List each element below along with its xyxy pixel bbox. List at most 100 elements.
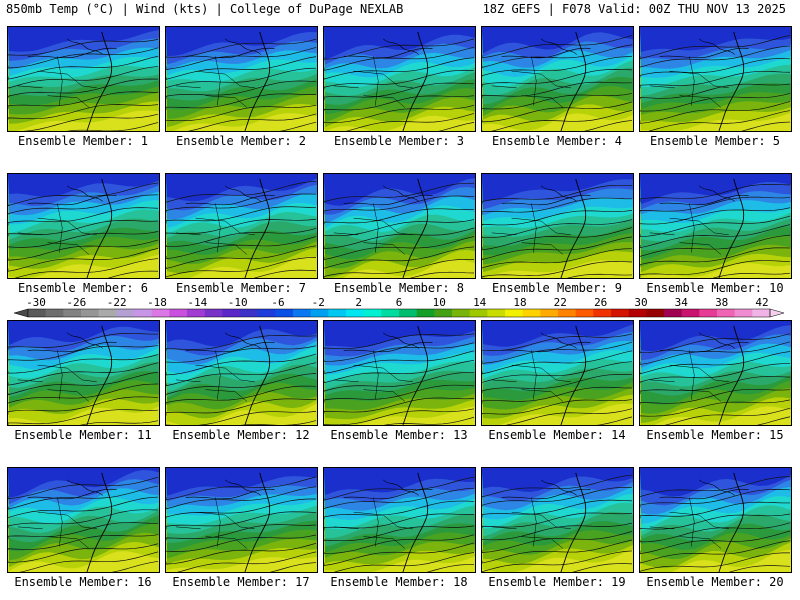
colorbar-segment: [310, 309, 329, 317]
colorbar-segment: [699, 309, 718, 317]
ensemble-map-panel: [481, 467, 634, 573]
colorbar-segment: [328, 309, 347, 317]
colorbar-right-arrow: [769, 308, 785, 318]
ensemble-map-panel: [7, 173, 160, 279]
colorbar-segment: [134, 309, 152, 317]
ensemble-map-panel: [639, 320, 792, 426]
colorbar-segment: [275, 309, 294, 317]
colorbar-tick-label: 30: [634, 296, 647, 309]
ensemble-map-panel: [323, 467, 476, 573]
ensemble-map-panel: [481, 320, 634, 426]
ensemble-member-label: Ensemble Member: 2: [175, 134, 307, 148]
ensemble-map-panel: [323, 173, 476, 279]
ensemble-map-panel: [639, 173, 792, 279]
colorbar-tick-label: 10: [433, 296, 446, 309]
colorbar-segment: [204, 309, 223, 317]
valid-time: 18Z GEFS | F078 Valid: 00Z THU NOV 13 20…: [482, 2, 786, 16]
ensemble-member-label: Ensemble Member: 8: [333, 281, 465, 295]
colorbar-tick-label: 6: [396, 296, 403, 309]
ensemble-map-panel: [7, 467, 160, 573]
colorbar-tick-label: 38: [715, 296, 728, 309]
colorbar-segment: [452, 309, 470, 317]
map-title: 850mb Temp (°C) | Wind (kts) | College o…: [6, 2, 404, 16]
ensemble-map-panel: [481, 173, 634, 279]
ensemble-member-label: Ensemble Member: 10: [646, 281, 784, 295]
colorbar-segment: [664, 309, 682, 317]
colorbar-tick-label: 22: [554, 296, 567, 309]
colorbar-segment: [734, 309, 753, 317]
ensemble-map-panel: [7, 26, 160, 132]
ensemble-member-label: Ensemble Member: 14: [488, 428, 626, 442]
ensemble-member-label: Ensemble Member: 20: [646, 575, 784, 589]
ensemble-map-panel: [639, 467, 792, 573]
colorbar-tick-label: -6: [271, 296, 284, 309]
ensemble-map-panel: [165, 173, 318, 279]
ensemble-member-label: Ensemble Member: 17: [172, 575, 310, 589]
colorbar-segment: [98, 309, 117, 317]
colorbar-tick-label: 34: [675, 296, 689, 309]
ensemble-member-label: Ensemble Member: 3: [333, 134, 465, 148]
colorbar-tick-label: 18: [513, 296, 526, 309]
colorbar-segment: [63, 309, 82, 317]
ensemble-member-label: Ensemble Member: 7: [175, 281, 307, 295]
colorbar-segment: [187, 309, 205, 317]
colorbar-tick-label: 26: [594, 296, 607, 309]
colorbar-segment: [381, 309, 400, 317]
ensemble-map-panel: [165, 320, 318, 426]
ensemble-map-panel: [323, 320, 476, 426]
colorbar-tick-label: -22: [107, 296, 127, 309]
colorbar-segment: [257, 309, 276, 317]
ensemble-map-panel: [7, 320, 160, 426]
colorbar-tick-label: -30: [26, 296, 46, 309]
ensemble-member-label: Ensemble Member: 4: [491, 134, 623, 148]
colorbar-segment: [522, 309, 541, 317]
colorbar-segment: [593, 309, 612, 317]
colorbar-segment: [717, 309, 735, 317]
colorbar-tick-label: 2: [355, 296, 362, 309]
colorbar-segment: [363, 309, 382, 317]
colorbar-segment: [45, 309, 64, 317]
colorbar-tick-label: -14: [187, 296, 207, 309]
colorbar-segment: [646, 309, 665, 317]
ensemble-map-panel: [165, 26, 318, 132]
colorbar-segment: [575, 309, 594, 317]
colorbar-segment: [116, 309, 135, 317]
colorbar-segment: [169, 309, 188, 317]
colorbar-segment: [505, 309, 523, 317]
colorbar-left-arrow: [13, 308, 29, 318]
colorbar-segment: [487, 309, 506, 317]
colorbar-segment: [346, 309, 364, 317]
colorbar-tick-label: -26: [66, 296, 86, 309]
colorbar-tick-label: -10: [228, 296, 248, 309]
ensemble-map-panel: [165, 467, 318, 573]
ensemble-member-label: Ensemble Member: 12: [172, 428, 310, 442]
colorbar-segment: [611, 309, 629, 317]
colorbar-segment: [240, 309, 258, 317]
temperature-colorbar: -30 -26 -22 -18 -14 -10 -6 -2 2 6 10 14 18 22 26 30 34 38…: [0, 296, 800, 320]
ensemble-member-label: Ensemble Member: 6: [17, 281, 149, 295]
colorbar-tick-label: -18: [147, 296, 167, 309]
colorbar-segment: [540, 309, 559, 317]
ensemble-member-label: Ensemble Member: 18: [330, 575, 468, 589]
ensemble-member-label: Ensemble Member: 15: [646, 428, 784, 442]
ensemble-member-label: Ensemble Member: 19: [488, 575, 626, 589]
ensemble-map-panel: [481, 26, 634, 132]
colorbar-tick-label: 42: [755, 296, 768, 309]
colorbar-segment: [151, 309, 170, 317]
colorbar-segment: [752, 309, 771, 317]
colorbar-tick-label: 14: [473, 296, 487, 309]
colorbar-segment: [434, 309, 453, 317]
colorbar-segment: [399, 309, 417, 317]
colorbar-segment: [558, 309, 576, 317]
ensemble-map-panel: [639, 26, 792, 132]
colorbar-segment: [416, 309, 435, 317]
colorbar-segment: [469, 309, 488, 317]
colorbar-segment: [681, 309, 700, 317]
ensemble-map-panel: [323, 26, 476, 132]
ensemble-member-label: Ensemble Member: 1: [17, 134, 149, 148]
colorbar-segment: [222, 309, 241, 317]
ensemble-member-label: Ensemble Member: 9: [491, 281, 623, 295]
ensemble-member-label: Ensemble Member: 11: [14, 428, 152, 442]
ensemble-member-label: Ensemble Member: 16: [14, 575, 152, 589]
colorbar-tick-label: -2: [312, 296, 325, 309]
